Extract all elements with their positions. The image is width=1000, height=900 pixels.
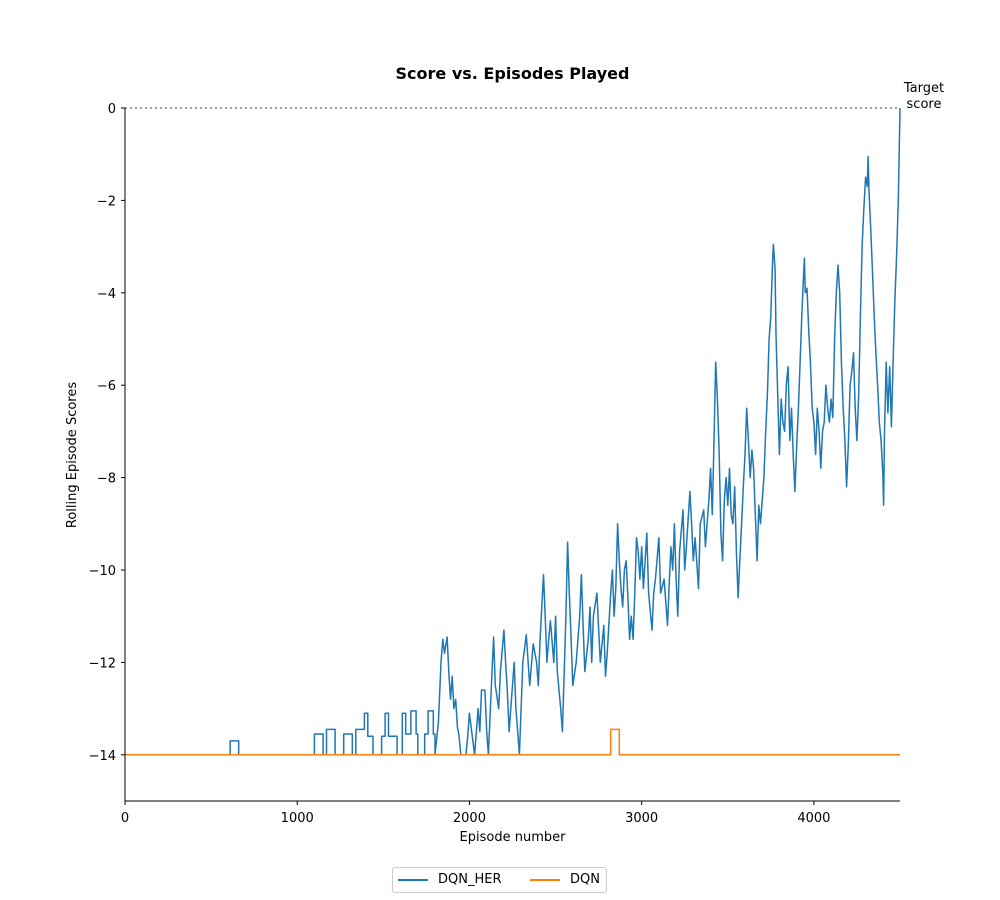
target-annotation-line1: Target [903, 81, 944, 96]
legend-item-dqn-her: DQN_HER [398, 872, 502, 887]
chart-title: Score vs. Episodes Played [396, 64, 630, 83]
x-tick-label: 1000 [281, 811, 314, 826]
legend: DQN_HER DQN [392, 867, 607, 893]
legend-label-dqn: DQN [570, 872, 600, 887]
series-group [125, 107, 901, 756]
x-tick-label: 3000 [625, 811, 658, 826]
legend-swatch-dqn [530, 878, 560, 881]
x-axis-label: Episode number [460, 830, 567, 845]
series-line-dqn-her [125, 107, 901, 756]
legend-label-dqn-her: DQN_HER [438, 872, 502, 887]
y-tick-label: −10 [89, 564, 116, 579]
y-tick-label: −4 [97, 287, 116, 302]
axes-group [124, 108, 900, 802]
y-tick-label: −12 [89, 656, 116, 671]
x-tick-label: 0 [121, 811, 129, 826]
ticks-group: 0 1000 2000 3000 4000 0 −2 −4 −6 −8 −10 −12 −14 [89, 102, 831, 826]
target-annotation-line2: score [907, 97, 942, 112]
y-tick-label: −14 [89, 749, 116, 764]
legend-item-dqn: DQN [530, 872, 600, 887]
y-axis-label: Rolling Episode Scores [65, 382, 80, 528]
legend-swatch-dqn-her [398, 878, 428, 881]
y-tick-label: 0 [108, 102, 116, 117]
series-line-dqn [125, 728, 900, 756]
y-tick-label: −8 [97, 472, 116, 487]
y-tick-label: −6 [97, 379, 116, 394]
x-tick-label: 4000 [797, 811, 830, 826]
y-tick-label: −2 [97, 194, 116, 209]
x-tick-label: 2000 [453, 811, 486, 826]
